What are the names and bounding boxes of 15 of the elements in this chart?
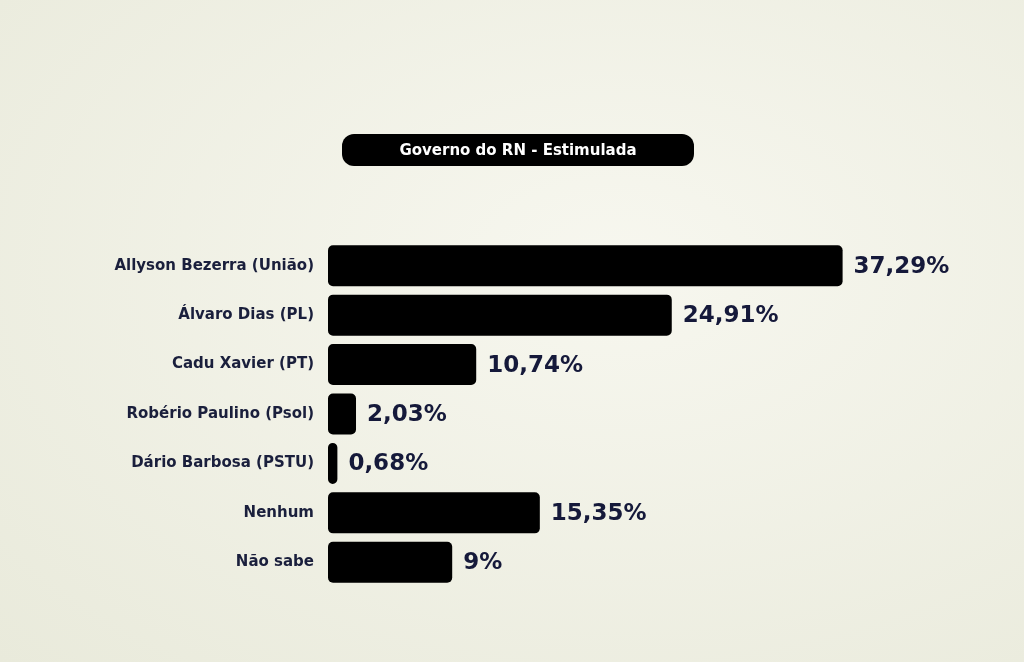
data-label: 15,35% bbox=[550, 498, 647, 525]
data-label: 9% bbox=[463, 548, 503, 575]
y-tick-label: Dário Barbosa (PSTU) bbox=[131, 453, 314, 472]
y-tick-label: Robério Paulino (Psol) bbox=[126, 403, 314, 422]
y-tick-label: Nenhum bbox=[243, 502, 314, 521]
data-label: 24,91% bbox=[682, 301, 779, 328]
data-label: 37,29% bbox=[853, 251, 950, 278]
y-tick-label: Cadu Xavier (PT) bbox=[171, 354, 314, 373]
data-label: 0,68% bbox=[348, 449, 429, 476]
data-label: 2,03% bbox=[367, 399, 447, 426]
y-tick-label: Álvaro Dias (PL) bbox=[178, 304, 314, 324]
y-tick-label: Não sabe bbox=[235, 552, 314, 571]
data-label: 10,74% bbox=[487, 350, 584, 377]
y-tick-label: Allyson Bezerra (União) bbox=[114, 255, 314, 274]
chart-title: Governo do RN - Estimulada bbox=[342, 134, 694, 166]
